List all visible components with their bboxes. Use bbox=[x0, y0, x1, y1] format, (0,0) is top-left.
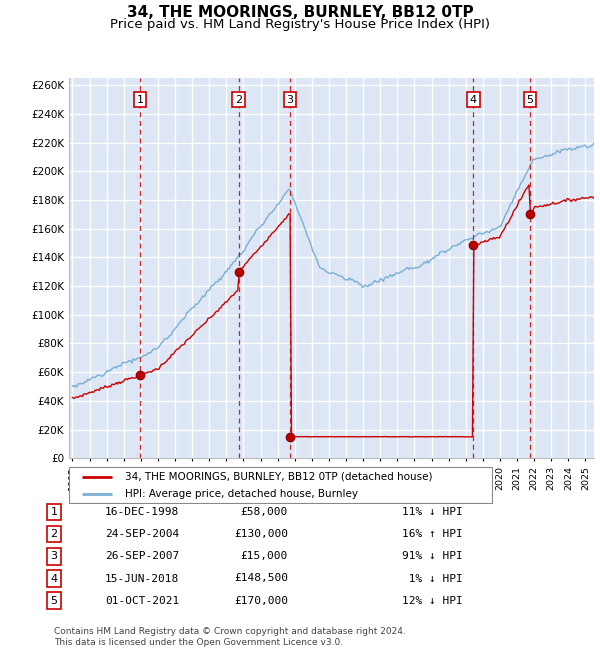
Text: £170,000: £170,000 bbox=[234, 595, 288, 606]
Text: £15,000: £15,000 bbox=[241, 551, 288, 562]
Text: 26-SEP-2007: 26-SEP-2007 bbox=[105, 551, 179, 562]
Text: £148,500: £148,500 bbox=[234, 573, 288, 584]
Text: 3: 3 bbox=[287, 94, 293, 105]
Text: 2: 2 bbox=[50, 529, 58, 539]
Text: HPI: Average price, detached house, Burnley: HPI: Average price, detached house, Burn… bbox=[125, 489, 358, 499]
Text: 34, THE MOORINGS, BURNLEY, BB12 0TP (detached house): 34, THE MOORINGS, BURNLEY, BB12 0TP (det… bbox=[125, 472, 433, 482]
Text: 12% ↓ HPI: 12% ↓ HPI bbox=[402, 595, 463, 606]
Text: 16-DEC-1998: 16-DEC-1998 bbox=[105, 507, 179, 517]
Text: 11% ↓ HPI: 11% ↓ HPI bbox=[402, 507, 463, 517]
Text: 34, THE MOORINGS, BURNLEY, BB12 0TP: 34, THE MOORINGS, BURNLEY, BB12 0TP bbox=[127, 5, 473, 20]
Text: 5: 5 bbox=[526, 94, 533, 105]
Text: 16% ↑ HPI: 16% ↑ HPI bbox=[402, 529, 463, 539]
Text: £130,000: £130,000 bbox=[234, 529, 288, 539]
Text: 01-OCT-2021: 01-OCT-2021 bbox=[105, 595, 179, 606]
Text: 3: 3 bbox=[50, 551, 58, 562]
Text: 4: 4 bbox=[50, 573, 58, 584]
Text: 1: 1 bbox=[50, 507, 58, 517]
Text: £58,000: £58,000 bbox=[241, 507, 288, 517]
Text: 5: 5 bbox=[50, 595, 58, 606]
Text: 1% ↓ HPI: 1% ↓ HPI bbox=[402, 573, 463, 584]
Text: 2: 2 bbox=[235, 94, 242, 105]
Text: 91% ↓ HPI: 91% ↓ HPI bbox=[402, 551, 463, 562]
Text: Contains HM Land Registry data © Crown copyright and database right 2024.
This d: Contains HM Land Registry data © Crown c… bbox=[54, 627, 406, 647]
FancyBboxPatch shape bbox=[69, 467, 493, 503]
Text: Price paid vs. HM Land Registry's House Price Index (HPI): Price paid vs. HM Land Registry's House … bbox=[110, 18, 490, 31]
Text: 1: 1 bbox=[137, 94, 143, 105]
Text: 15-JUN-2018: 15-JUN-2018 bbox=[105, 573, 179, 584]
Text: 24-SEP-2004: 24-SEP-2004 bbox=[105, 529, 179, 539]
Text: 4: 4 bbox=[470, 94, 477, 105]
